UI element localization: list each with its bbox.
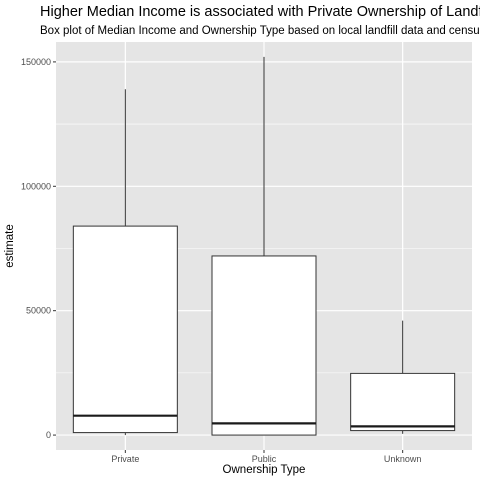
y-tick-label: 150000 [21, 57, 51, 67]
x-tick-label: Private [111, 454, 139, 464]
y-tick-label: 100000 [21, 181, 51, 191]
y-tick-label: 50000 [26, 306, 51, 316]
x-tick-label: Unknown [384, 454, 422, 464]
chart-subtitle: Box plot of Median Income and Ownership … [40, 25, 480, 37]
x-axis-ticks: Private Public Unknown [111, 450, 421, 464]
box-public [211, 56, 317, 436]
x-axis-title: Ownership Type [223, 464, 306, 476]
y-tick-label: 0 [46, 430, 51, 440]
box-body [211, 255, 317, 436]
box-body [72, 225, 178, 434]
box-body [350, 372, 456, 432]
chart-title: Higher Median Income is associated with … [40, 4, 480, 20]
box-unknown [350, 320, 456, 434]
box-private [72, 89, 178, 436]
boxes [72, 56, 456, 436]
x-tick-label: Public [252, 454, 277, 464]
y-axis-title: estimate [4, 224, 16, 267]
y-axis-ticks: 0 50000 100000 150000 [21, 57, 56, 440]
